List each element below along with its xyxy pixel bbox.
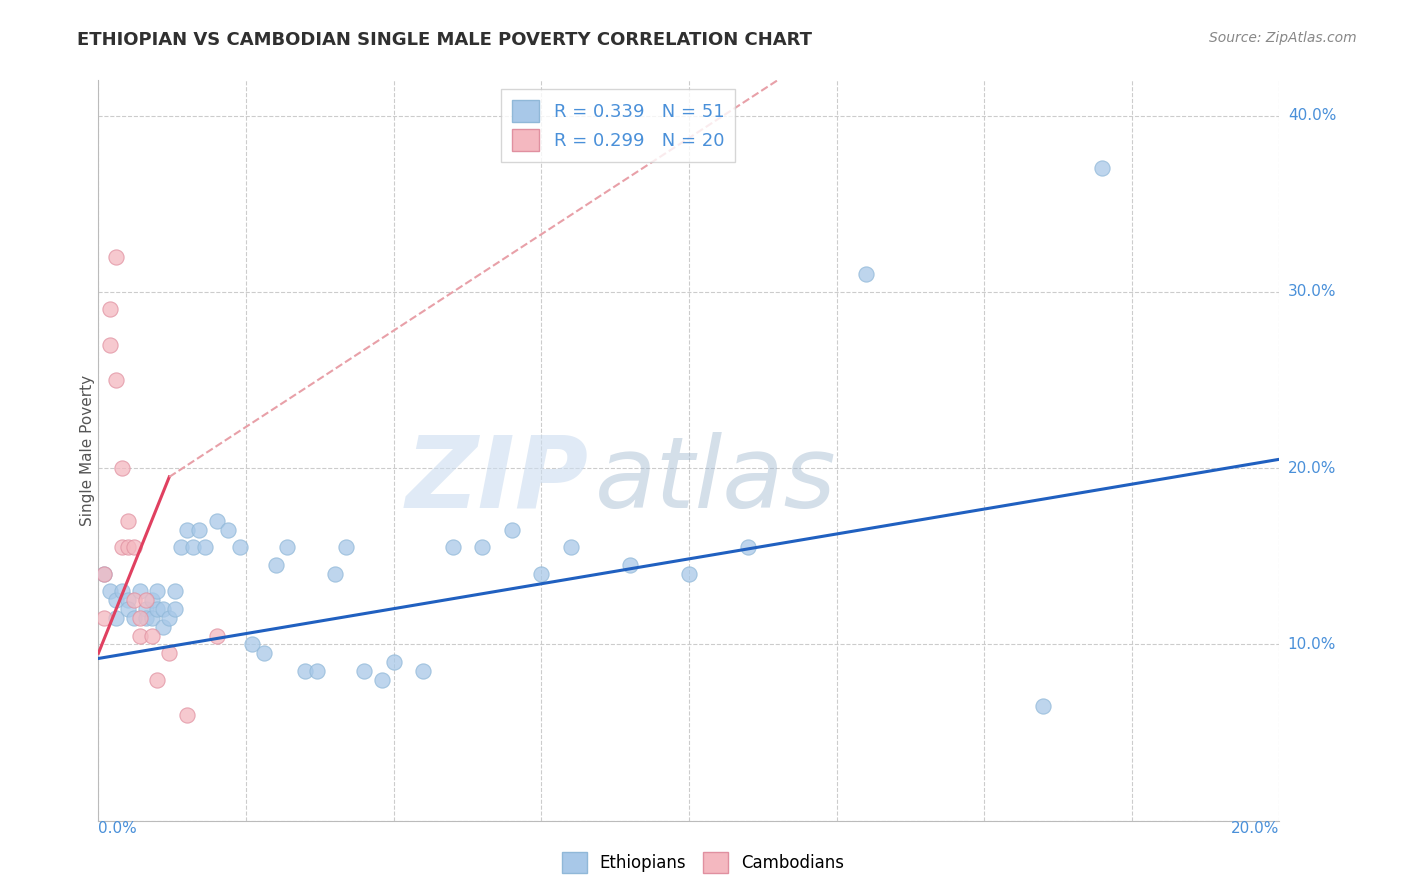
Point — [353, 664, 375, 678]
Point — [1091, 161, 1114, 176]
Point — [737, 541, 759, 555]
Point — [93, 566, 115, 581]
Point — [141, 611, 163, 625]
Text: 10.0%: 10.0% — [1288, 637, 1336, 652]
Point — [135, 602, 157, 616]
Text: 0.0%: 0.0% — [98, 821, 138, 836]
Point — [122, 611, 145, 625]
Text: 20.0%: 20.0% — [1288, 460, 1336, 475]
Point — [117, 593, 139, 607]
Point — [253, 646, 276, 660]
Point — [135, 593, 157, 607]
Point — [105, 611, 128, 625]
Point — [111, 461, 134, 475]
Point — [619, 558, 641, 572]
Point — [217, 523, 239, 537]
Point — [240, 637, 263, 651]
Point — [122, 541, 145, 555]
Text: Source: ZipAtlas.com: Source: ZipAtlas.com — [1209, 31, 1357, 45]
Point — [152, 602, 174, 616]
Point — [146, 602, 169, 616]
Point — [176, 707, 198, 722]
Point — [93, 611, 115, 625]
Point — [141, 628, 163, 642]
Point — [128, 628, 150, 642]
Legend: Ethiopians, Cambodians: Ethiopians, Cambodians — [555, 846, 851, 880]
Point — [678, 566, 700, 581]
Point — [187, 523, 209, 537]
Point — [141, 593, 163, 607]
Point — [229, 541, 252, 555]
Point — [111, 584, 134, 599]
Point — [194, 541, 217, 555]
Point — [530, 566, 553, 581]
Point — [98, 584, 121, 599]
Point — [93, 566, 115, 581]
Point — [117, 514, 139, 528]
Point — [441, 541, 464, 555]
Point — [122, 593, 145, 607]
Point — [146, 584, 169, 599]
Point — [305, 664, 328, 678]
Text: atlas: atlas — [595, 432, 837, 529]
Point — [560, 541, 582, 555]
Point — [170, 541, 193, 555]
Text: 40.0%: 40.0% — [1288, 108, 1336, 123]
Point — [294, 664, 316, 678]
Text: 20.0%: 20.0% — [1232, 821, 1279, 836]
Point — [105, 250, 128, 264]
Point — [146, 673, 169, 687]
Point — [105, 373, 128, 387]
Point — [105, 593, 128, 607]
Point — [128, 611, 150, 625]
Point — [371, 673, 394, 687]
Point — [135, 611, 157, 625]
Point — [165, 584, 187, 599]
Point — [111, 541, 134, 555]
Point — [117, 541, 139, 555]
Text: ETHIOPIAN VS CAMBODIAN SINGLE MALE POVERTY CORRELATION CHART: ETHIOPIAN VS CAMBODIAN SINGLE MALE POVER… — [77, 31, 813, 49]
Point — [205, 628, 228, 642]
Point — [98, 302, 121, 317]
Text: ZIP: ZIP — [405, 432, 589, 529]
Y-axis label: Single Male Poverty: Single Male Poverty — [80, 375, 94, 526]
Point — [176, 523, 198, 537]
Point — [335, 541, 357, 555]
Point — [98, 337, 121, 351]
Point — [205, 514, 228, 528]
Point — [128, 584, 150, 599]
Text: 30.0%: 30.0% — [1288, 285, 1336, 300]
Point — [323, 566, 346, 581]
Point — [157, 646, 180, 660]
Point — [117, 602, 139, 616]
Point — [382, 655, 405, 669]
Point — [165, 602, 187, 616]
Point — [471, 541, 494, 555]
Point — [181, 541, 204, 555]
Point — [1032, 699, 1054, 714]
Point — [855, 267, 877, 281]
Point — [264, 558, 287, 572]
Point — [501, 523, 523, 537]
Point — [412, 664, 434, 678]
Point — [152, 620, 174, 634]
Legend: R = 0.339   N = 51, R = 0.299   N = 20: R = 0.339 N = 51, R = 0.299 N = 20 — [501, 89, 735, 162]
Point — [276, 541, 298, 555]
Point — [157, 611, 180, 625]
